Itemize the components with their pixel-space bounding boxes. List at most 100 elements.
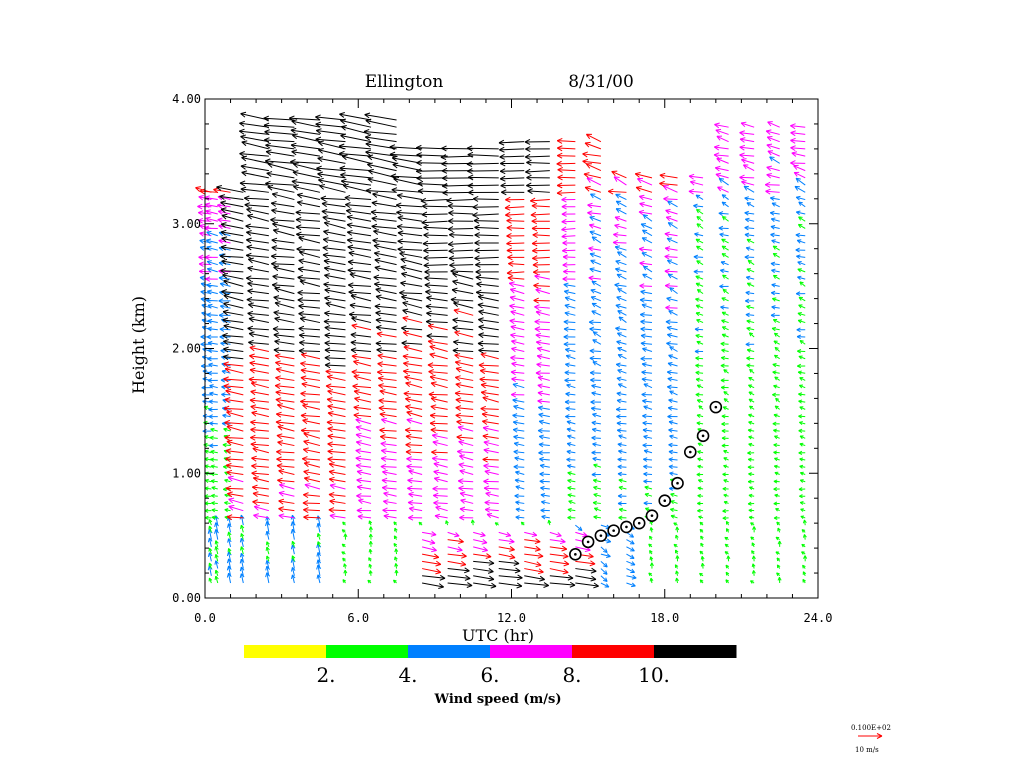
- wind-vector: [531, 225, 550, 232]
- wind-vector: [659, 180, 678, 187]
- wind-vector: [510, 309, 525, 316]
- wind-vector: [721, 421, 729, 427]
- wind-vector: [642, 427, 653, 433]
- mixing-height-marker: [607, 524, 620, 537]
- wind-vector: [425, 289, 448, 296]
- wind-vector: [399, 289, 423, 296]
- wind-vector: [748, 398, 755, 403]
- wind-vector: [526, 159, 550, 166]
- wind-vector: [373, 274, 397, 281]
- wind-vector: [772, 392, 780, 397]
- wind-vector: [317, 156, 346, 164]
- wind-vector: [802, 564, 806, 569]
- wind-vector: [514, 456, 525, 461]
- wind-vector: [367, 162, 397, 172]
- wind-vector: [247, 265, 269, 273]
- wind-vector: [458, 485, 474, 492]
- wind-vector: [556, 137, 576, 144]
- wind-vector: [695, 275, 704, 280]
- wind-vector: [772, 245, 780, 251]
- wind-vector: [223, 323, 244, 331]
- wind-vector: [665, 216, 678, 222]
- wind-vector: [370, 209, 397, 216]
- wind-vector: [372, 192, 397, 201]
- wind-vector: [317, 147, 346, 157]
- wind-vector: [530, 211, 550, 218]
- wind-vector: [721, 319, 729, 324]
- wind-vector: [302, 500, 320, 507]
- wind-vector: [499, 168, 525, 175]
- wind-vector: [394, 563, 399, 569]
- wind-vector: [747, 450, 755, 456]
- wind-vector: [642, 347, 653, 352]
- wind-vector: [509, 287, 525, 295]
- wind-vector: [477, 340, 499, 347]
- wind-vector: [483, 447, 499, 454]
- wind-vector: [505, 211, 525, 218]
- wind-vector: [592, 442, 601, 447]
- wind-vector: [455, 412, 474, 419]
- wind-vector: [327, 389, 346, 396]
- wind-vector: [368, 540, 373, 547]
- reference-vector-unit: 10 m/s: [855, 746, 879, 754]
- wind-vector: [403, 345, 423, 352]
- wind-vector: [264, 129, 295, 136]
- wind-vector: [617, 383, 627, 389]
- wind-vector: [467, 151, 499, 158]
- wind-vector: [723, 398, 729, 403]
- wind-vector: [205, 209, 218, 215]
- wind-vector: [275, 360, 295, 367]
- wind-vector: [531, 240, 550, 247]
- wind-vector: [693, 203, 704, 209]
- wind-vector: [226, 439, 244, 447]
- wind-vector: [247, 280, 269, 287]
- reference-vector-head: [876, 733, 883, 739]
- wind-vector: [367, 177, 397, 186]
- wind-vector: [397, 215, 423, 222]
- wind-vector: [592, 339, 602, 345]
- wind-vector: [447, 575, 471, 581]
- wind-vector: [423, 255, 448, 261]
- wind-vector: [298, 303, 320, 310]
- wind-vector: [298, 332, 320, 339]
- wind-vector: [377, 361, 397, 368]
- wind-vector: [456, 448, 474, 455]
- wind-vector: [417, 188, 448, 195]
- wind-vector: [406, 417, 423, 425]
- wind-vector: [227, 523, 232, 533]
- wind-vector: [468, 189, 499, 196]
- wind-vector: [797, 312, 806, 317]
- mixing-height-marker: [645, 509, 659, 522]
- wind-vector: [381, 477, 397, 484]
- wind-vector: [271, 282, 295, 289]
- wind-vector: [351, 323, 372, 331]
- wind-vector: [296, 192, 321, 201]
- wind-vector: [207, 565, 213, 576]
- wind-vector: [480, 352, 499, 360]
- wind-vector: [418, 521, 423, 526]
- wind-vector: [561, 211, 576, 217]
- wind-vector: [749, 368, 755, 374]
- wind-vector: [748, 391, 755, 396]
- wind-vector: [223, 376, 244, 383]
- wind-vector: [549, 581, 576, 588]
- wind-vector: [721, 348, 729, 353]
- wind-vector: [746, 356, 755, 361]
- wind-vector: [506, 240, 525, 247]
- wind-vector: [249, 345, 269, 352]
- wind-vector: [239, 151, 269, 157]
- wind-vector: [353, 389, 372, 396]
- wind-vector: [420, 197, 448, 204]
- wind-vector: [245, 252, 269, 259]
- wind-vector: [249, 367, 269, 374]
- wind-vector: [264, 158, 295, 165]
- wind-vector: [770, 217, 780, 223]
- wind-vector: [274, 301, 295, 309]
- wind-vector: [224, 419, 244, 426]
- wind-vector: [695, 311, 704, 317]
- wind-vector: [696, 216, 704, 222]
- wind-vector: [378, 405, 397, 412]
- wind-vector: [300, 352, 321, 360]
- wind-vector: [364, 112, 397, 121]
- wind-vector: [322, 237, 346, 244]
